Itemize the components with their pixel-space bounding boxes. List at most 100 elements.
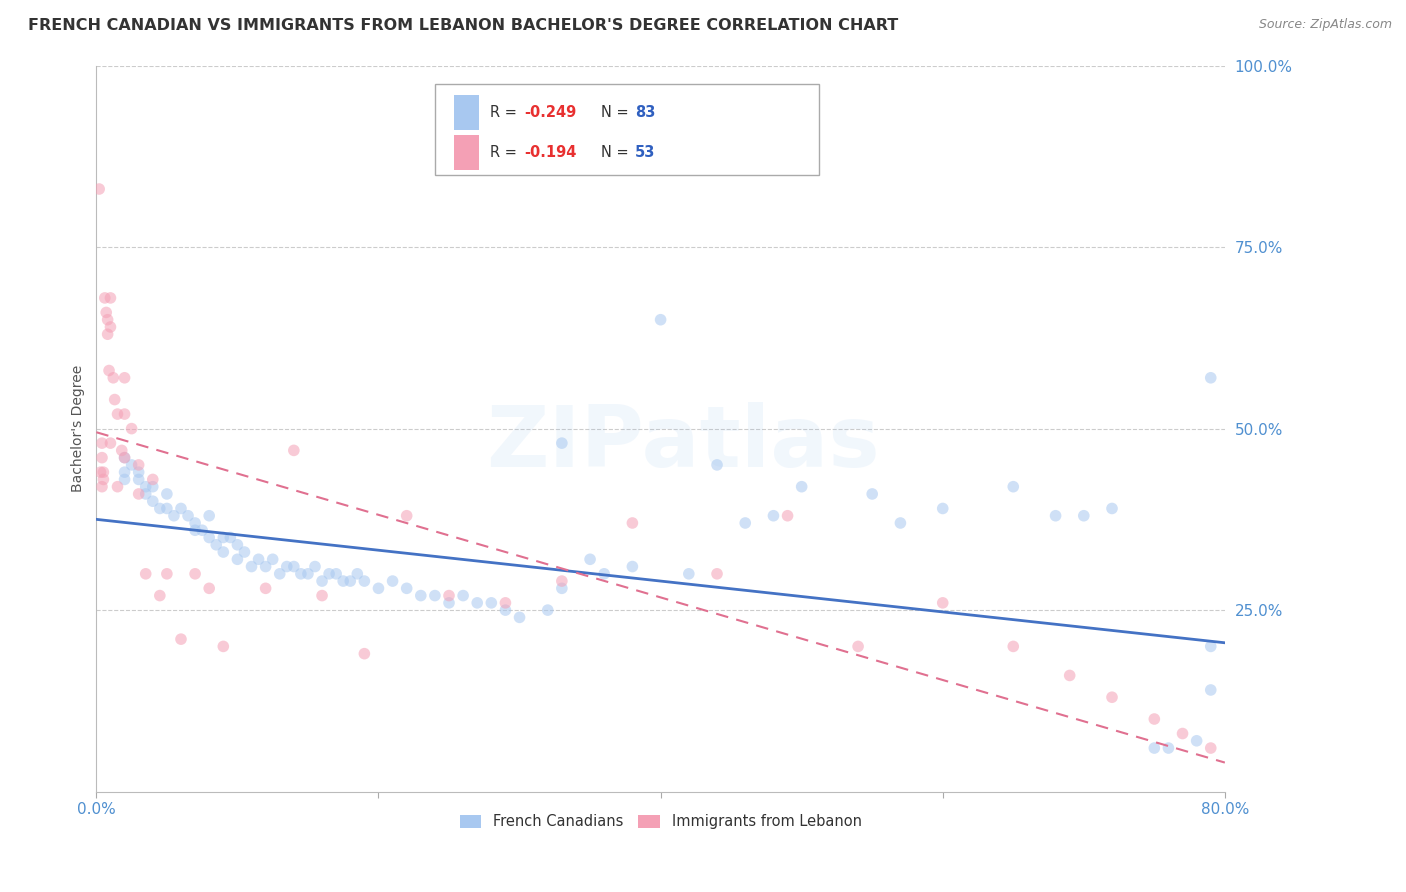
Point [177, 508, 200, 523]
Point [537, 603, 560, 617]
Point [1059, 668, 1081, 682]
Text: ZIPatlas: ZIPatlas [486, 401, 880, 484]
Point [339, 574, 361, 588]
Point [114, 472, 136, 486]
Point [860, 487, 883, 501]
Point [212, 640, 235, 654]
Point [121, 422, 143, 436]
Point [226, 552, 249, 566]
Point [212, 531, 235, 545]
Point [262, 552, 284, 566]
Point [734, 516, 756, 530]
Point [304, 559, 326, 574]
Point [551, 436, 574, 450]
Point [678, 566, 700, 581]
Point [184, 516, 207, 530]
Point [283, 443, 305, 458]
Point [790, 480, 813, 494]
Point [135, 566, 157, 581]
Point [367, 582, 389, 596]
Point [149, 501, 172, 516]
Point [170, 632, 193, 647]
Text: R =: R = [491, 105, 522, 120]
Point [551, 574, 574, 588]
Point [156, 487, 179, 501]
Point [409, 589, 432, 603]
Point [551, 582, 574, 596]
Point [932, 596, 955, 610]
Point [437, 589, 460, 603]
Text: FRENCH CANADIAN VS IMMIGRANTS FROM LEBANON BACHELOR'S DEGREE CORRELATION CHART: FRENCH CANADIAN VS IMMIGRANTS FROM LEBAN… [28, 18, 898, 33]
Point [254, 559, 277, 574]
Point [1143, 712, 1166, 726]
Point [247, 552, 270, 566]
Point [479, 596, 502, 610]
Text: N =: N = [600, 145, 633, 160]
Point [114, 450, 136, 465]
Point [846, 640, 869, 654]
Point [932, 501, 955, 516]
Point [128, 487, 150, 501]
Point [381, 574, 404, 588]
Point [114, 371, 136, 385]
Point [104, 392, 127, 407]
Point [198, 508, 221, 523]
Point [1185, 733, 1208, 747]
Point [1045, 508, 1067, 523]
Point [93, 472, 115, 486]
Point [437, 596, 460, 610]
Point [353, 647, 375, 661]
Point [1199, 741, 1222, 756]
Point [332, 574, 354, 588]
Point [579, 552, 602, 566]
Point [706, 566, 728, 581]
Point [233, 545, 256, 559]
Point [465, 596, 488, 610]
Point [100, 320, 122, 334]
Point [254, 582, 277, 596]
Y-axis label: Bachelor's Degree: Bachelor's Degree [72, 365, 86, 492]
Point [114, 407, 136, 421]
Point [621, 516, 644, 530]
Point [128, 472, 150, 486]
Point [311, 574, 333, 588]
Text: Source: ZipAtlas.com: Source: ZipAtlas.com [1258, 18, 1392, 31]
Point [1002, 640, 1025, 654]
Point [494, 603, 516, 617]
Point [353, 574, 375, 588]
Point [91, 480, 114, 494]
Point [149, 589, 172, 603]
Text: -0.249: -0.249 [524, 105, 576, 120]
Point [240, 559, 263, 574]
Point [1157, 741, 1180, 756]
Point [395, 508, 418, 523]
Point [1101, 690, 1123, 705]
Text: -0.194: -0.194 [524, 145, 576, 160]
Point [198, 531, 221, 545]
Point [311, 589, 333, 603]
Point [135, 487, 157, 501]
Point [762, 508, 785, 523]
Point [889, 516, 911, 530]
Point [1171, 726, 1194, 740]
Point [219, 531, 242, 545]
Point [191, 523, 214, 537]
Point [107, 407, 129, 421]
Point [170, 501, 193, 516]
Point [1101, 501, 1123, 516]
Point [325, 566, 347, 581]
Text: N =: N = [600, 105, 633, 120]
Point [205, 538, 228, 552]
Point [395, 582, 418, 596]
Text: R =: R = [491, 145, 522, 160]
Legend: French Canadians, Immigrants from Lebanon: French Canadians, Immigrants from Lebano… [454, 808, 868, 835]
Bar [454, 95, 479, 130]
Point [423, 589, 446, 603]
Bar [454, 135, 479, 170]
Point [706, 458, 728, 472]
Point [290, 566, 312, 581]
Point [142, 480, 165, 494]
Point [128, 465, 150, 479]
Point [142, 494, 165, 508]
Point [163, 508, 186, 523]
